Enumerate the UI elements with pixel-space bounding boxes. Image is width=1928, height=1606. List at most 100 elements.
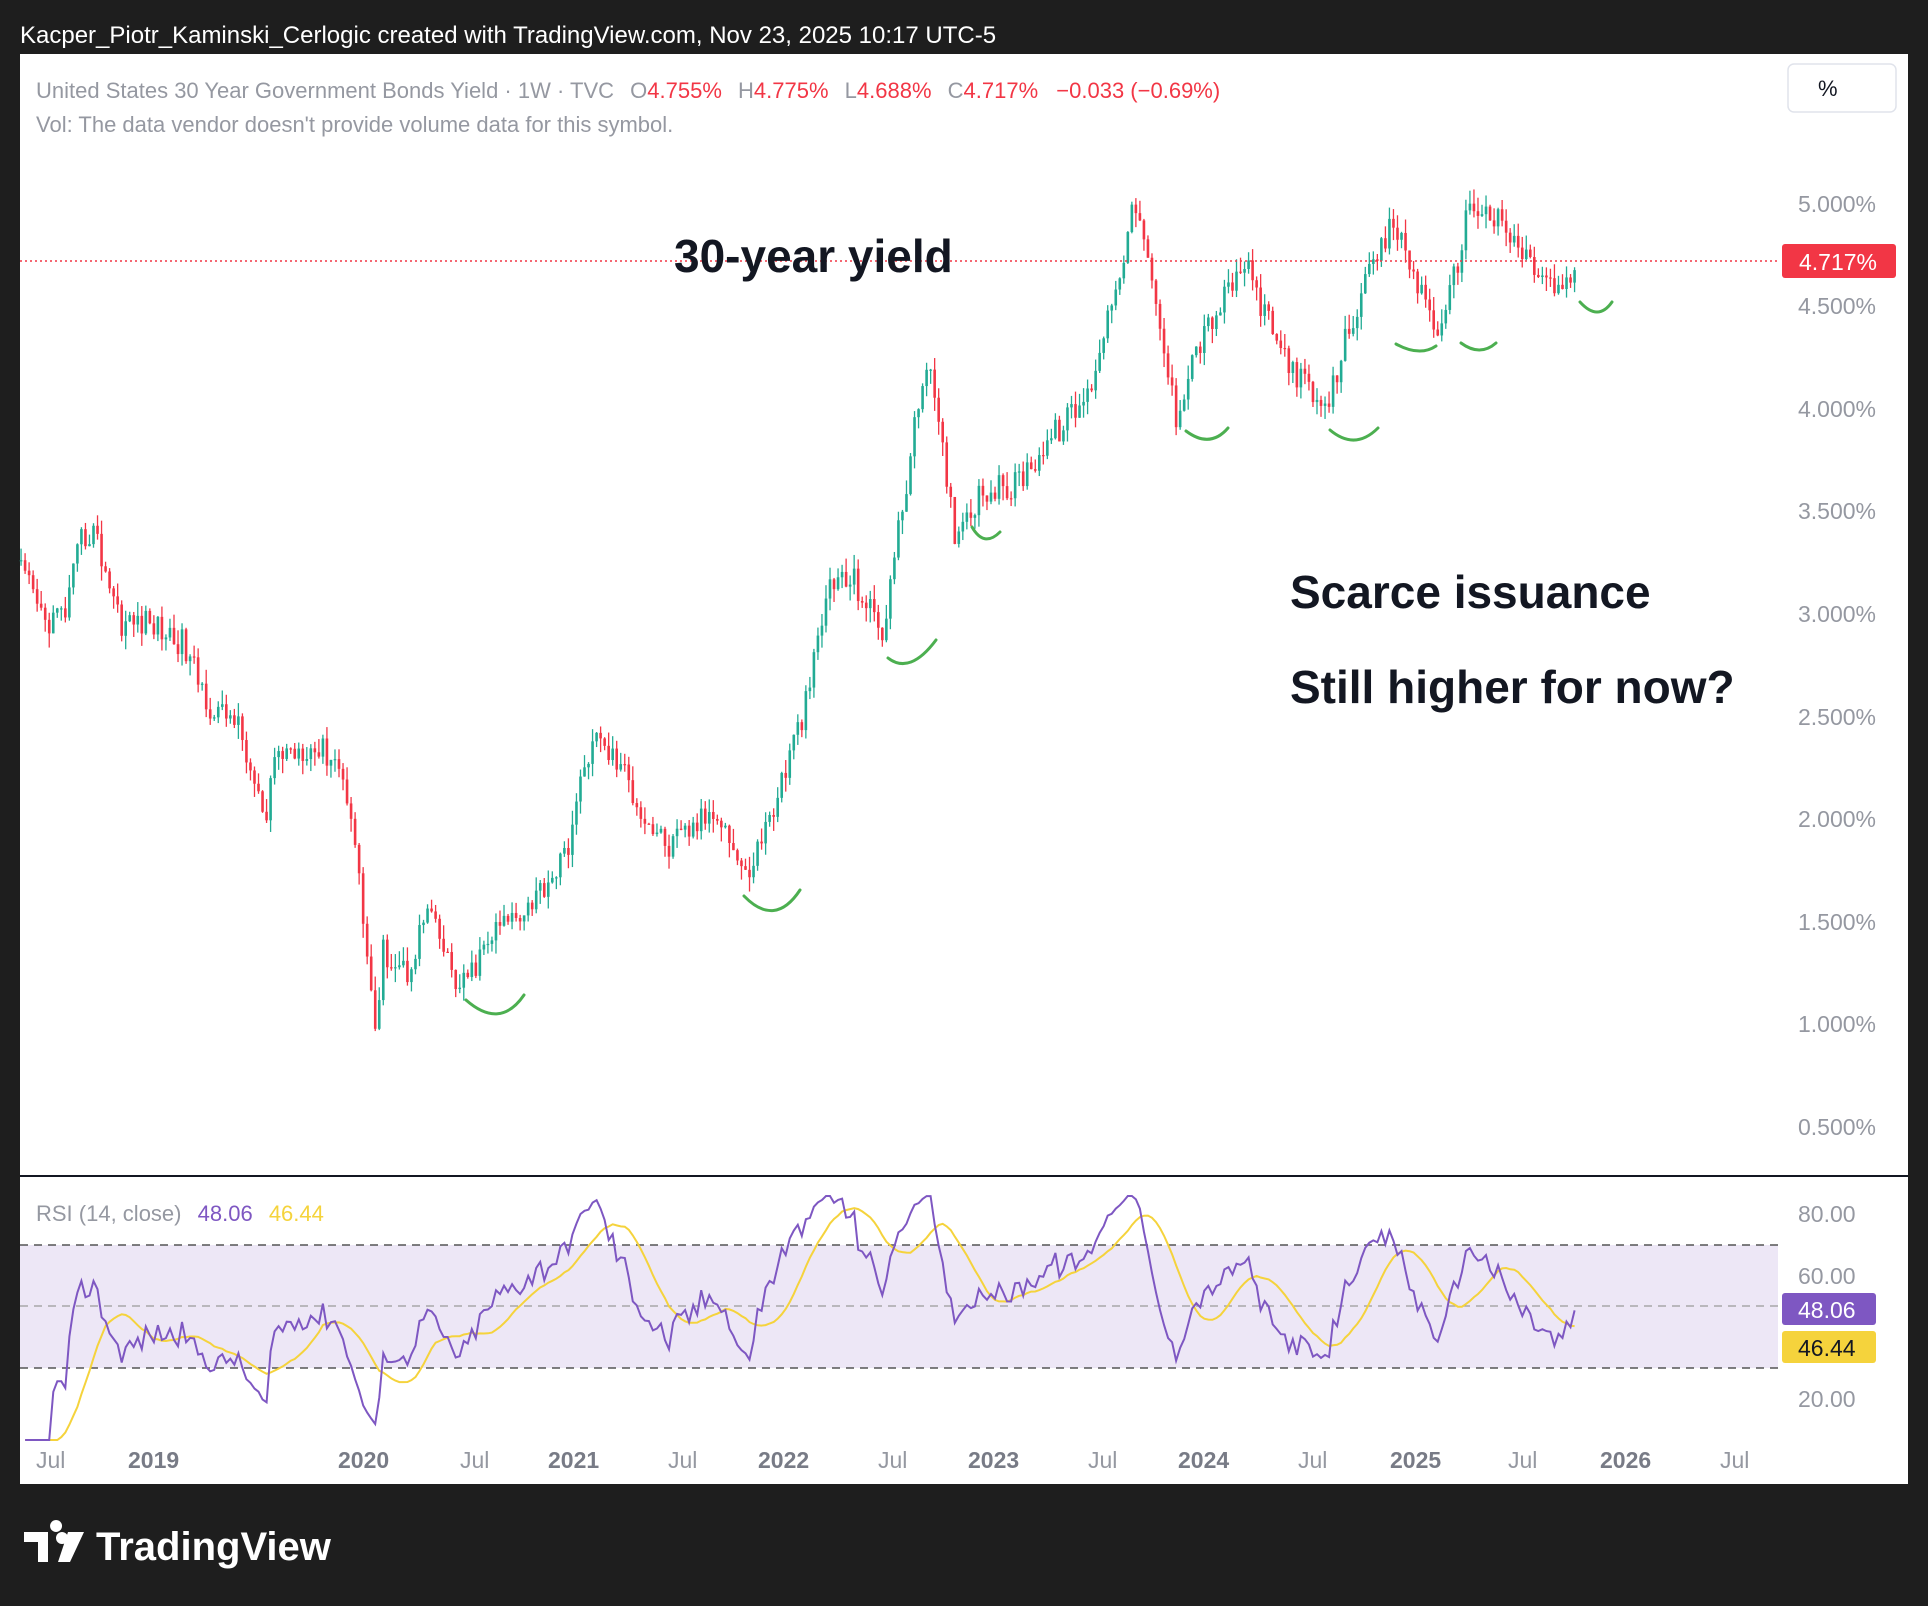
candle-body [1271, 310, 1275, 335]
annotation-note-2: Still higher for now? [1290, 661, 1735, 713]
candle-body [281, 751, 284, 759]
candle-body [233, 715, 236, 725]
high-label: H [738, 78, 754, 103]
candle-body [740, 860, 743, 867]
candle-body [430, 908, 433, 912]
candle-body [1452, 266, 1456, 286]
candle-body [88, 544, 91, 547]
candle-body [542, 883, 546, 897]
candle-body [386, 939, 389, 968]
candle-body [1102, 338, 1105, 353]
candle-body [716, 818, 719, 821]
candle-body [1388, 218, 1391, 249]
candle-body [1013, 472, 1017, 499]
candle-body [752, 865, 755, 878]
candle-body [510, 912, 514, 922]
candle-body [985, 495, 989, 502]
rsi-ma-tag [1782, 1331, 1876, 1363]
scale-button[interactable] [1787, 63, 1897, 113]
candle-body [663, 828, 667, 846]
candle-body [1488, 206, 1492, 221]
rsi-ma-line [25, 1207, 1575, 1441]
candle-body [225, 704, 228, 719]
candle-body [551, 877, 554, 883]
candle-body [691, 822, 695, 837]
candle-body [796, 722, 800, 735]
candle-body [1005, 486, 1009, 499]
price-tick: 3.500% [1798, 498, 1876, 524]
candle-body [365, 923, 369, 957]
candle-body [961, 521, 965, 532]
symbol-name: United States 30 Year Government Bonds Y… [36, 78, 614, 103]
candle-body [349, 803, 353, 819]
candle-body [23, 560, 27, 571]
candle-body [997, 475, 1001, 499]
candle-body [518, 918, 522, 922]
candle-body [1042, 455, 1045, 457]
candle-body [289, 748, 293, 750]
symbol-legend: United States 30 Year Government Bonds Y… [36, 78, 1220, 103]
candle-body [583, 767, 586, 777]
candle-body [889, 579, 892, 619]
candle-body [1154, 280, 1158, 304]
candle-body [136, 615, 140, 625]
candle-body [969, 512, 973, 518]
candle-body [438, 918, 441, 939]
price-tick: 5.000% [1798, 191, 1876, 217]
support-arc-2020 [464, 993, 526, 1016]
candle-body [1355, 316, 1359, 329]
candle-body [168, 627, 172, 638]
scale-button-label: % [1818, 76, 1838, 101]
candle-body [1134, 204, 1138, 214]
candle-body [1263, 304, 1266, 316]
candle-body [1303, 368, 1307, 374]
candle-body [361, 873, 365, 924]
candle-body [1033, 469, 1037, 471]
candle-body [1384, 238, 1387, 249]
candle-body [212, 717, 216, 719]
candle-body [144, 610, 148, 634]
candle-body [1126, 232, 1130, 263]
price-tick: 1.000% [1798, 1011, 1876, 1037]
time-axis: Jul 2019 2020 Jul 2021 Jul 2022 Jul 2023… [36, 1447, 1749, 1473]
candle-body [1198, 346, 1202, 353]
candle-body [1150, 257, 1154, 281]
candle-body [442, 938, 445, 952]
price-tick: 4.000% [1798, 396, 1876, 422]
candle-body [1070, 404, 1073, 408]
candle-body [647, 823, 651, 825]
candle-body [1037, 455, 1041, 471]
candle-body [1549, 277, 1552, 279]
candle-body [800, 722, 804, 731]
candle-body [872, 599, 876, 613]
candle-body [844, 571, 848, 587]
candle-body [204, 683, 208, 710]
candle-body [1408, 250, 1411, 270]
candle-body [414, 958, 417, 970]
candle-body [410, 969, 413, 983]
price-tick: 1.500% [1798, 909, 1876, 935]
candle-body [47, 619, 51, 634]
candle-body [1231, 282, 1234, 291]
candle-body [422, 922, 425, 926]
candle-body [611, 748, 614, 761]
candle-body [1158, 303, 1162, 329]
candle-body [120, 604, 123, 636]
candle-body [1347, 328, 1351, 334]
candle-body [748, 869, 751, 878]
candle-body [679, 828, 683, 830]
candle-body [1396, 227, 1399, 240]
candle-body [1440, 323, 1444, 336]
candle-body [27, 570, 31, 576]
candle-body [595, 732, 598, 742]
candle-body [309, 748, 313, 760]
candle-body [1420, 284, 1423, 294]
candle-body [84, 529, 87, 547]
candle-body [273, 757, 276, 779]
candle-body [108, 571, 111, 589]
time-tick: 2021 [548, 1447, 599, 1473]
candle-body [176, 644, 180, 655]
support-arc-2025b [1578, 300, 1614, 314]
candle-body [587, 763, 590, 768]
annotation-title: 30-year yield [674, 230, 953, 282]
